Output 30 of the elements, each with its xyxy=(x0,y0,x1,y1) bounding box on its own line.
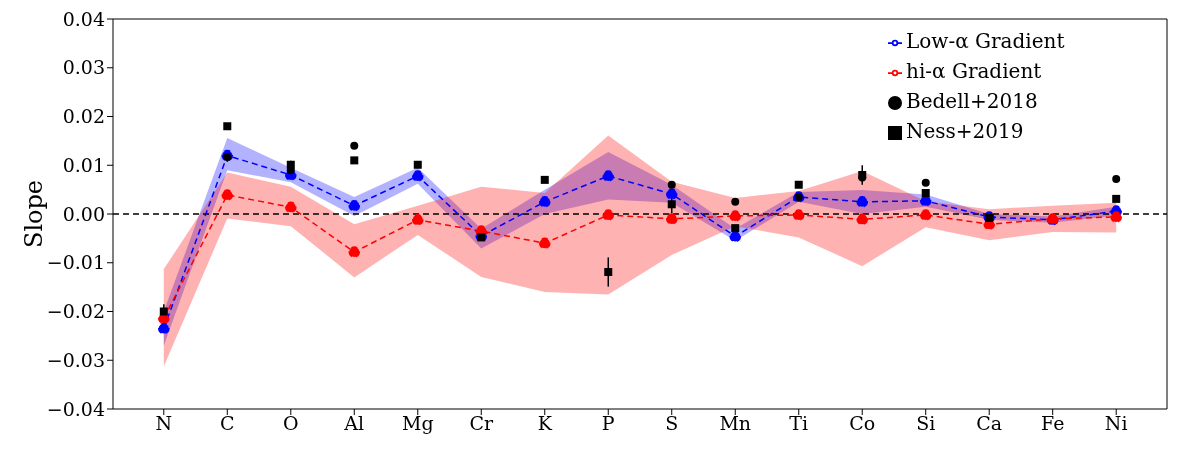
x-tick-label: Si xyxy=(916,412,936,435)
x-tick-label: O xyxy=(282,412,299,435)
legend-label: Bedell+2018 xyxy=(906,89,1038,113)
x-tick-label: P xyxy=(601,412,615,435)
legend-label: hi-α Gradient xyxy=(906,59,1042,83)
x-tick-label: Co xyxy=(849,412,876,435)
y-tick-label: 0.04 xyxy=(62,7,105,30)
x-tick-label: N xyxy=(155,412,173,435)
y-tick-label: −0.03 xyxy=(46,348,105,371)
x-tick-label: Ni xyxy=(1104,412,1128,435)
x-tick-label: S xyxy=(665,412,679,435)
y-axis-title: Slope xyxy=(19,179,48,249)
y-tick-label: 0.01 xyxy=(62,153,105,176)
y-tick-label: −0.01 xyxy=(46,251,105,274)
y-tick-label: 0.02 xyxy=(62,105,105,128)
y-tick-label: −0.04 xyxy=(46,397,105,420)
y-tick-label: 0.00 xyxy=(62,202,105,225)
y-tick-label: −0.02 xyxy=(46,300,105,323)
x-tick-label: C xyxy=(220,412,235,435)
x-tick-label: Al xyxy=(343,412,365,435)
x-tick-label: K xyxy=(537,412,553,435)
x-tick-label: Ca xyxy=(976,412,1003,435)
legend-label: Low-α Gradient xyxy=(906,29,1065,53)
x-tick-label: Ti xyxy=(789,412,809,435)
x-tick-label: Cr xyxy=(469,412,494,435)
x-tick-label: Mg xyxy=(401,412,434,435)
x-tick-label: Mn xyxy=(719,412,752,435)
x-tick-label: Fe xyxy=(1041,412,1065,435)
legend-label: Ness+2019 xyxy=(906,119,1024,143)
y-tick-label: 0.03 xyxy=(62,56,105,79)
